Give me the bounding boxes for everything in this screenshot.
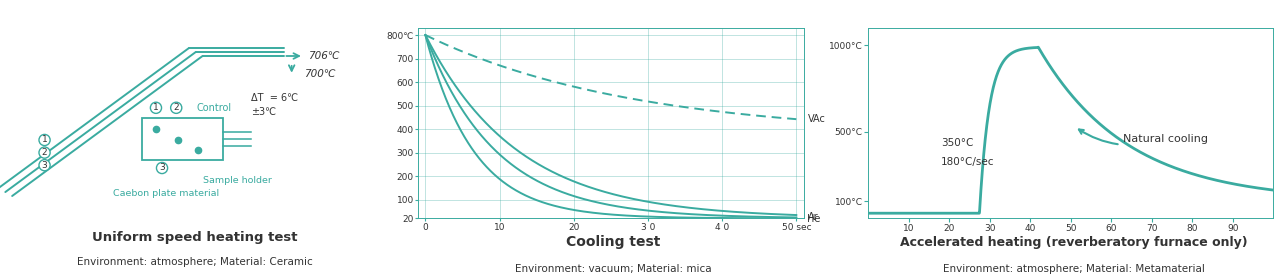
Text: 350°C: 350°C (941, 138, 974, 148)
Text: Cooling test: Cooling test (566, 235, 661, 249)
Text: Accelerated heating (reverberatory furnace only): Accelerated heating (reverberatory furna… (900, 236, 1247, 249)
Text: Natural cooling: Natural cooling (1079, 129, 1209, 144)
Text: 2: 2 (41, 148, 48, 157)
Text: Environment: atmosphere; Material: Metamaterial: Environment: atmosphere; Material: Metam… (943, 264, 1205, 274)
Text: VAc: VAc (808, 114, 826, 124)
Text: 700℃: 700℃ (303, 69, 336, 79)
Text: 1: 1 (153, 103, 159, 112)
Text: 2: 2 (174, 103, 179, 112)
Text: 706℃: 706℃ (307, 51, 340, 61)
Text: Sample holder: Sample holder (203, 176, 271, 185)
Text: Environment: vacuum; Material: mica: Environment: vacuum; Material: mica (516, 264, 711, 274)
Text: 3: 3 (41, 161, 48, 170)
Text: 1: 1 (41, 136, 48, 144)
Text: Uniform speed heating test: Uniform speed heating test (91, 232, 297, 244)
Text: 3: 3 (159, 164, 165, 172)
Text: Caebon plate material: Caebon plate material (113, 189, 220, 198)
Text: Ar: Ar (808, 212, 818, 222)
Text: Environment: atmosphere; Material: Ceramic: Environment: atmosphere; Material: Ceram… (77, 257, 312, 267)
Text: Control: Control (197, 103, 231, 113)
Text: ΔT  = 6℃
±3℃: ΔT = 6℃ ±3℃ (251, 93, 298, 117)
Text: 180°C/sec: 180°C/sec (941, 157, 994, 167)
Text: He: He (808, 214, 820, 225)
Bar (141, 118, 222, 160)
